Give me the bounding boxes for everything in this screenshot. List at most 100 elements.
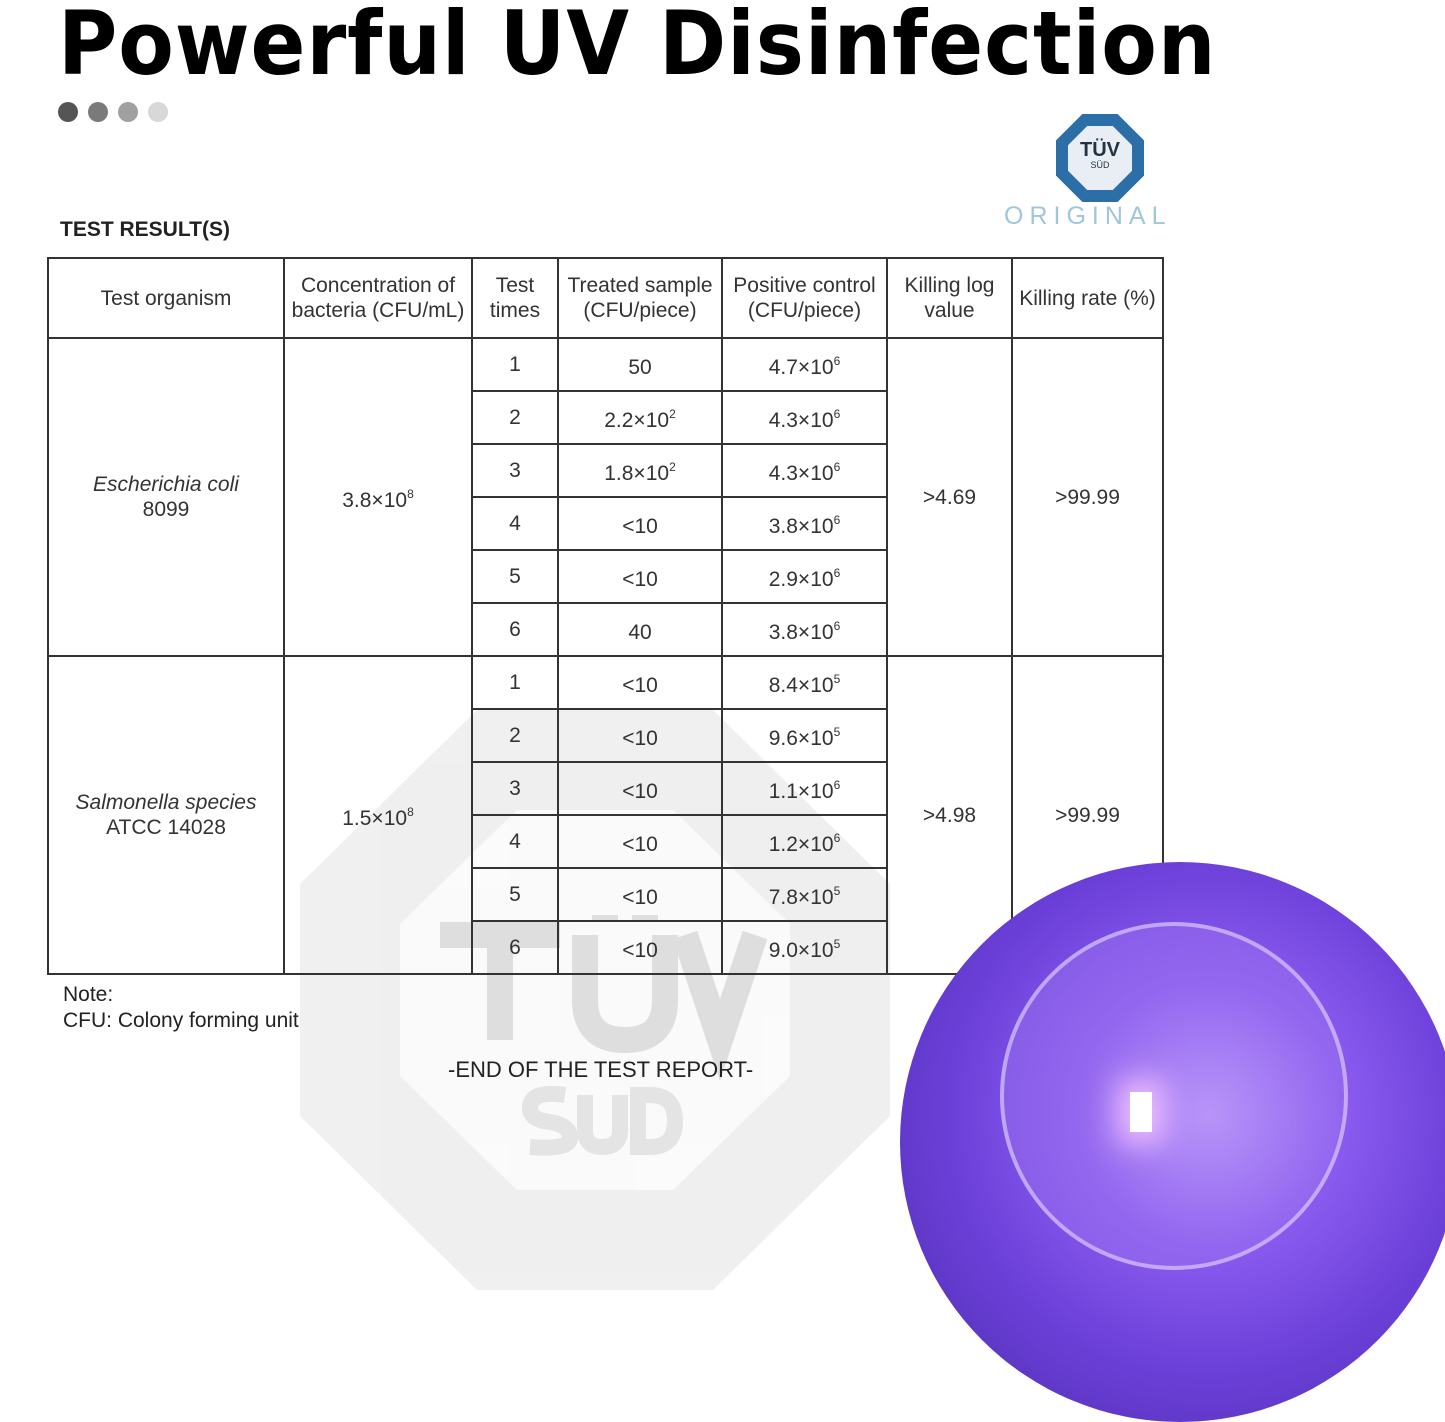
cell-treated-sample: 2.2×102 [557,390,723,445]
value-exponent: 8 [407,804,414,819]
value-base: 50 [628,356,652,379]
end-of-report: -END OF THE TEST REPORT- [448,1057,754,1082]
value-base: 1.5×10 [342,806,408,830]
uv-light-glow [1130,1092,1152,1132]
cell-positive-control: 8.4×105 [721,655,888,710]
value-exponent: 5 [833,884,841,898]
cell-positive-control: 4.3×106 [721,443,888,498]
test-results-table: Test organism Concentration of bacteria … [47,257,1164,975]
value-base: 2.2×10 [604,409,670,432]
dot-4[interactable] [148,102,168,122]
value-base: <10 [622,780,658,803]
table-row: Salmonella species ATCC 14028 1.5×108 1 <10 8… [47,655,1164,975]
value-exponent: 6 [833,566,841,580]
cell-treated-sample: <10 [557,920,723,975]
value-base: <10 [622,674,658,697]
value-base: <10 [622,886,658,909]
table-header-row: Test organism Concentration of bacteria … [47,257,1164,339]
cell-organism: Salmonella species ATCC 14028 [47,655,285,975]
cell-positive-control: 3.8×106 [721,602,888,657]
dot-3[interactable] [118,102,138,122]
value-base: 4.3×10 [768,409,834,432]
cell-killing-log: >4.69 [886,337,1013,657]
value-base: 3.8×10 [768,621,834,644]
value-exponent: 8 [407,486,414,501]
value-exponent: 5 [833,725,841,739]
value-exponent: 6 [833,513,841,527]
cell-concentration: 1.5×108 [283,655,473,975]
tuv-sud-logo: TÜV SÜD ORIGINAL [1004,114,1174,234]
value-base: 3.8×10 [342,488,408,512]
value-base: 9.6×10 [768,727,834,750]
dot-2[interactable] [88,102,108,122]
table-row: 5 <10 2.9×106 [48,549,1163,604]
cell-test-time: 2 [471,390,559,445]
cell-positive-control: 3.8×106 [721,496,888,551]
dot-1[interactable] [58,102,78,122]
value-base: <10 [622,515,658,538]
table-row: 3 <10 1.1×106 [48,761,1163,816]
header-concentration: Concentration of bacteria (CFU/mL) [283,257,473,339]
value-exponent: 6 [833,354,841,368]
value-exponent: 6 [833,407,841,421]
note-label: Note: [63,983,114,1006]
cell-positive-control: 7.8×105 [721,867,888,922]
value-base: 9.0×10 [768,939,834,962]
cell-test-time: 6 [471,920,559,975]
note-text: CFU: Colony forming unit [63,1009,299,1032]
cell-test-time: 3 [471,443,559,498]
cell-test-time: 4 [471,814,559,869]
section-label: TEST RESULT(S) [60,218,230,241]
value-base: <10 [622,568,658,591]
cell-positive-control: 2.9×106 [721,549,888,604]
value-base: 1.1×10 [768,780,834,803]
organism-strain: ATCC 14028 [106,816,226,839]
cell-treated-sample: <10 [557,814,723,869]
value-exponent: 6 [833,831,841,845]
toothbrush-holder-illustration [1000,922,1348,1270]
cell-test-time: 6 [471,602,559,657]
header-test-times: Test times [471,257,559,339]
cell-test-time: 5 [471,867,559,922]
header-treated-sample: Treated sample (CFU/piece) [557,257,723,339]
cell-positive-control: 1.2×106 [721,814,888,869]
cell-test-time: 1 [471,655,559,710]
value-exponent: 6 [833,778,841,792]
table-row: Escherichia coli 8099 3.8×108 1 50 4.7×106 >4.… [47,337,1164,657]
cell-test-time: 5 [471,549,559,604]
value-exponent: 6 [833,460,841,474]
table-row: 5 <10 7.8×105 [48,867,1163,922]
note: Note: CFU: Colony forming unit [63,982,299,1034]
table-row: 4 <10 3.8×106 [48,496,1163,551]
cell-positive-control: 1.1×106 [721,761,888,816]
value-exponent: 5 [833,672,841,686]
cell-test-time: 4 [471,496,559,551]
cell-killing-rate: >99.99 [1011,337,1164,657]
page-title: Powerful UV Disinfection [58,0,1217,95]
logo-original-text: ORIGINAL [1004,202,1172,230]
cell-positive-control: 9.6×105 [721,708,888,763]
organism-strain: 8099 [142,498,190,521]
value-exponent: 2 [669,460,676,474]
cell-test-time: 3 [471,761,559,816]
table-row: 3 1.8×102 4.3×106 [48,443,1163,498]
table-row: 6 40 3.8×106 [48,602,1163,657]
cell-treated-sample: <10 [557,867,723,922]
value-exponent: 2 [669,407,676,421]
value-exponent: 5 [833,937,841,951]
cell-test-time: 2 [471,708,559,763]
cell-treated-sample: <10 [557,708,723,763]
cell-positive-control: 4.7×106 [721,337,888,392]
cell-test-time: 1 [471,337,559,392]
value-exponent: 6 [833,619,841,633]
cell-positive-control: 9.0×105 [721,920,888,975]
uv-sterilizer-product-image [900,862,1445,1422]
cell-positive-control: 4.3×106 [721,390,888,445]
cell-treated-sample: <10 [557,496,723,551]
value-base: 8.4×10 [768,674,834,697]
cell-treated-sample: 50 [557,337,723,392]
value-base: 3.8×10 [768,515,834,538]
value-base: <10 [622,727,658,750]
value-base: 4.7×10 [768,356,834,379]
cell-treated-sample: 1.8×102 [557,443,723,498]
